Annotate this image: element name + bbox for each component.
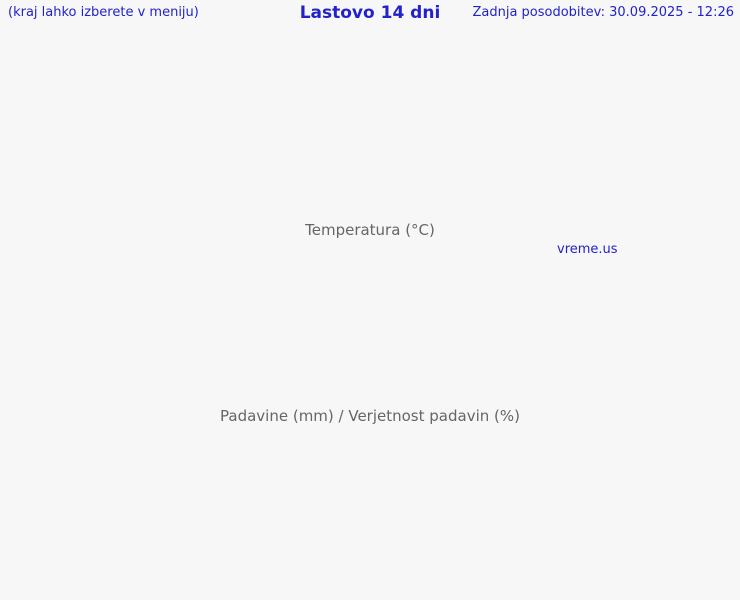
temperature-chart-title: Temperatura (°C) <box>305 221 435 239</box>
vreme-watermark: vreme.us <box>557 242 618 257</box>
page-title: Lastovo 14 dni <box>299 3 441 23</box>
precipitation-chart <box>0 405 740 600</box>
temperature-chart <box>0 205 740 400</box>
location-hint: (kraj lahko izberete v meniju) <box>8 5 199 20</box>
forecast-strip <box>7 30 736 170</box>
precipitation-chart-title: Padavine (mm) / Verjetnost padavin (%) <box>220 407 520 425</box>
last-updated: Zadnja posodobitev: 30.09.2025 - 12:26 <box>472 5 734 20</box>
